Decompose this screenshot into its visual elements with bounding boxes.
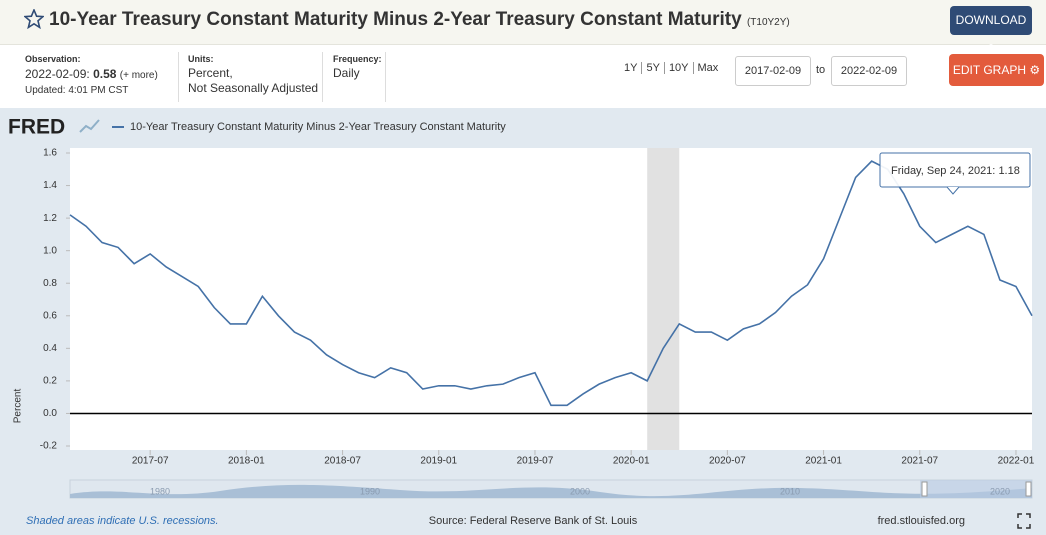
navigator-label: 2020 (990, 486, 1010, 496)
start-date-input[interactable]: 2017-02-09 (735, 56, 811, 86)
navigator-label: 2000 (570, 486, 590, 496)
star-icon[interactable] (24, 9, 44, 29)
y-tick-label: 1.2 (43, 213, 57, 224)
y-tick-label: 1.6 (43, 148, 57, 159)
download-button[interactable]: DOWNLOAD ⬇ (950, 6, 1032, 56)
observation-date: 2022-02-09: (25, 67, 90, 81)
title-text: 10-Year Treasury Constant Maturity Minus… (49, 9, 742, 30)
units-label: Units: (188, 54, 214, 64)
divider (178, 52, 179, 102)
plot-area (70, 148, 1032, 450)
fred-logo[interactable]: FRED (8, 116, 65, 139)
navigator-selection[interactable] (920, 480, 1032, 498)
x-tick-label: 2020-07 (709, 456, 746, 467)
y-tick-label: 1.4 (43, 180, 57, 191)
range-link[interactable]: Max (692, 62, 723, 74)
chart: FRED Percent Shaded areas indicate U.S. … (0, 108, 1046, 535)
recession-note: Shaded areas indicate U.S. recessions. (26, 515, 219, 527)
units: Not Seasonally Adjusted (188, 81, 319, 95)
x-tick-label: 2021-07 (901, 456, 938, 467)
range-link[interactable]: 1Y (624, 62, 638, 74)
more-link[interactable]: (+ more) (119, 70, 158, 81)
y-tick-label: 0.2 (43, 376, 57, 387)
y-tick-label: 0.8 (43, 278, 57, 289)
x-tick-label: 2021-01 (805, 456, 842, 467)
tooltip-label: Friday, Sep 24, 2021: (891, 165, 995, 177)
header-bar: 10-Year Treasury Constant Maturity Minus… (0, 0, 1046, 56)
x-tick-label: 2018-01 (228, 456, 265, 467)
navigator-label: 1990 (360, 486, 380, 496)
page-title: 10-Year Treasury Constant Maturity Minus… (49, 9, 790, 31)
tooltip-value: 1.18 (998, 165, 1019, 177)
x-tick-label: 2020-01 (613, 456, 650, 467)
updated: Updated: 4:01 PM CST (25, 85, 129, 96)
to-label: to (816, 64, 826, 76)
x-tick-label: 2017-07 (132, 456, 169, 467)
frequency: Daily (333, 66, 360, 80)
x-tick-label: 2019-07 (517, 456, 554, 467)
navigator-handle[interactable] (1025, 481, 1032, 497)
y-tick-label: 0.6 (43, 310, 57, 321)
divider (322, 52, 323, 102)
x-tick-label: 2022-01 (998, 456, 1035, 467)
y-tick-label: 0.4 (43, 343, 57, 354)
legend-label: 10-Year Treasury Constant Maturity Minus… (130, 121, 506, 133)
data-line (69, 160, 1033, 407)
frequency-label: Frequency: (333, 54, 382, 64)
observation-label: Observation: (25, 54, 81, 64)
tooltip-pointer (946, 186, 960, 195)
y-tick-label: -0.2 (40, 441, 58, 452)
navigator-label: 1980 (150, 486, 170, 496)
units: Percent, (188, 66, 233, 80)
site-link[interactable]: fred.stlouisfed.org (878, 515, 965, 527)
x-tick-label: 2018-07 (324, 456, 361, 467)
recession-band (647, 148, 680, 450)
navigator-handle[interactable] (921, 481, 928, 497)
observation: 2022-02-09: 0.58 (+ more) (25, 67, 158, 81)
end-date-input[interactable]: 2022-02-09 (831, 56, 907, 86)
logo-icon (79, 119, 100, 133)
range-link[interactable]: 10Y (663, 62, 693, 74)
source: Source: Federal Reserve Bank of St. Loui… (429, 515, 638, 527)
y-tick-label: 1.0 (43, 245, 57, 256)
range-link[interactable]: 5Y (641, 62, 664, 74)
range-links: 1Y 5Y 10Y Max (620, 62, 723, 74)
download-label: DOWNLOAD (955, 13, 1027, 27)
fullscreen-icon[interactable] (1017, 513, 1031, 529)
tooltip-text: Friday, Sep 24, 2021: 1.18 (891, 165, 1020, 177)
y-tick-label: 0.0 (43, 408, 57, 419)
observation-value: 0.58 (93, 67, 117, 81)
edit-graph-label: EDIT GRAPH (952, 63, 1027, 77)
x-tick-label: 2019-01 (420, 456, 457, 467)
series-id: (T10Y2Y) (746, 17, 790, 28)
tooltip: Friday, Sep 24, 2021: 1.18 (879, 152, 1031, 195)
edit-graph-button[interactable]: EDIT GRAPH ⚙ (949, 54, 1044, 86)
divider (385, 52, 386, 102)
navigator-area (70, 484, 1032, 498)
y-axis-label: Percent (13, 389, 24, 424)
navigator-label: 2010 (780, 486, 800, 496)
